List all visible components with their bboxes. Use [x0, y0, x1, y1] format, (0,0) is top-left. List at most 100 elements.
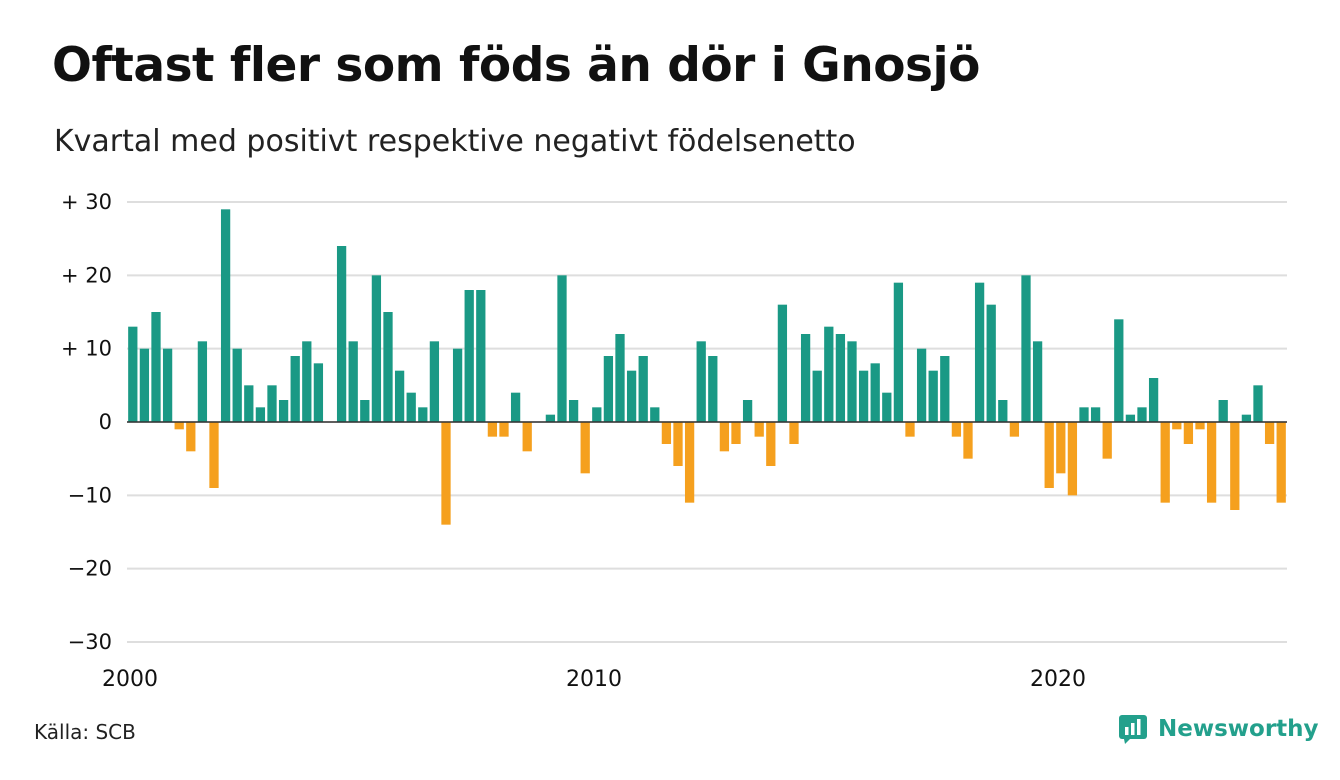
y-tick-label: −10: [68, 483, 112, 507]
bar-negative: [719, 422, 730, 452]
x-tick-label: 2010: [566, 667, 622, 692]
bar-positive: [568, 400, 579, 422]
bar-negative: [499, 422, 509, 437]
bar-positive: [151, 312, 161, 422]
brand-name: Newsworthy: [1158, 716, 1319, 742]
y-tick-label: 0: [99, 410, 112, 434]
bar-positive: [1137, 407, 1147, 422]
bar-positive: [974, 282, 985, 422]
bar-positive: [267, 385, 277, 422]
bar-positive: [916, 348, 927, 422]
chart-title: Oftast fler som föds än dör i Gnosjö: [52, 38, 980, 93]
bar-positive: [603, 356, 614, 422]
bars: [127, 209, 1287, 525]
bar-negative: [441, 422, 451, 525]
bar-positive: [696, 341, 706, 422]
bar-negative: [731, 422, 741, 444]
bar-negative: [209, 422, 219, 488]
y-tick-label: + 20: [61, 263, 112, 287]
bar-negative: [1276, 422, 1286, 503]
bar-positive: [835, 334, 846, 422]
bar-negative: [1183, 422, 1194, 444]
bar-negative: [1067, 422, 1078, 496]
bar-negative: [905, 422, 915, 437]
bar-positive: [371, 275, 382, 422]
bar-negative: [1172, 422, 1182, 430]
x-tick-label: 2000: [102, 667, 158, 692]
bar-positive: [139, 348, 150, 422]
source-note: Källa: SCB: [34, 720, 136, 744]
bar-positive: [1079, 407, 1089, 422]
bar-negative: [789, 422, 799, 444]
bar-positive: [1021, 275, 1031, 422]
bar-positive: [1032, 341, 1043, 422]
newsworthy-logo-icon: [1119, 715, 1147, 744]
bar-negative: [1102, 422, 1112, 459]
bar-positive: [452, 348, 463, 422]
bar-positive: [812, 370, 822, 422]
bar-positive: [336, 246, 347, 422]
bar-negative: [1056, 422, 1066, 474]
bar-positive: [557, 275, 567, 422]
bar-positive: [313, 363, 324, 422]
bar-positive: [928, 370, 938, 422]
bar-positive: [418, 407, 428, 422]
bar-positive: [128, 326, 138, 422]
bar-positive: [1125, 414, 1136, 422]
bar-positive: [220, 209, 231, 422]
y-tick-label: −30: [68, 630, 112, 654]
chart-subtitle: Kvartal med positivt respektive negativt…: [54, 124, 856, 159]
bar-positive: [986, 304, 996, 422]
bar-negative: [1044, 422, 1054, 488]
bar-positive: [870, 363, 880, 422]
bar-negative: [580, 422, 590, 474]
bar-positive: [638, 356, 648, 422]
bar-positive: [824, 326, 834, 422]
bar-positive: [162, 348, 173, 422]
bar-negative: [174, 422, 184, 430]
bar-positive: [476, 290, 486, 422]
y-tick-label: −20: [68, 557, 112, 581]
bar-negative: [754, 422, 764, 437]
bar-negative: [487, 422, 498, 437]
bar-negative: [684, 422, 695, 503]
bar-positive: [882, 392, 892, 422]
bar-positive: [464, 290, 474, 422]
bar-positive: [244, 385, 254, 422]
bar-positive: [1148, 378, 1159, 422]
bar-positive: [626, 370, 637, 422]
bar-positive: [232, 348, 242, 422]
bar-positive: [650, 407, 660, 422]
bar-positive: [197, 341, 208, 422]
bar-negative: [186, 422, 196, 452]
bar-positive: [742, 400, 753, 422]
bar-negative: [963, 422, 973, 459]
bar-positive: [290, 356, 300, 422]
bar-negative: [1206, 422, 1217, 503]
y-tick-label: + 30: [61, 190, 112, 214]
bar-positive: [406, 392, 416, 422]
bar-positive: [893, 282, 904, 422]
y-tick-label: + 10: [61, 337, 112, 361]
bar-negative: [673, 422, 683, 466]
bar-positive: [777, 304, 788, 422]
bar-positive: [348, 341, 358, 422]
bar-positive: [545, 414, 556, 422]
bar-negative: [1009, 422, 1020, 437]
bar-positive: [394, 370, 405, 422]
bar-positive: [1090, 407, 1101, 422]
bar-positive: [302, 341, 312, 422]
bar-positive: [1253, 385, 1263, 422]
bar-negative: [1160, 422, 1170, 503]
bar-positive: [708, 356, 718, 422]
bar-positive: [800, 334, 811, 422]
bar-positive: [1218, 400, 1228, 422]
bar-positive: [360, 400, 370, 422]
bar-positive: [255, 407, 266, 422]
bar-chart: + 30 + 20 + 10 0 −10 −20 −30 2000 2010 2020: [61, 190, 1287, 692]
bar-positive: [1241, 414, 1252, 422]
bar-positive: [592, 407, 602, 422]
bar-negative: [661, 422, 672, 444]
bar-positive: [858, 370, 869, 422]
bar-positive: [847, 341, 857, 422]
